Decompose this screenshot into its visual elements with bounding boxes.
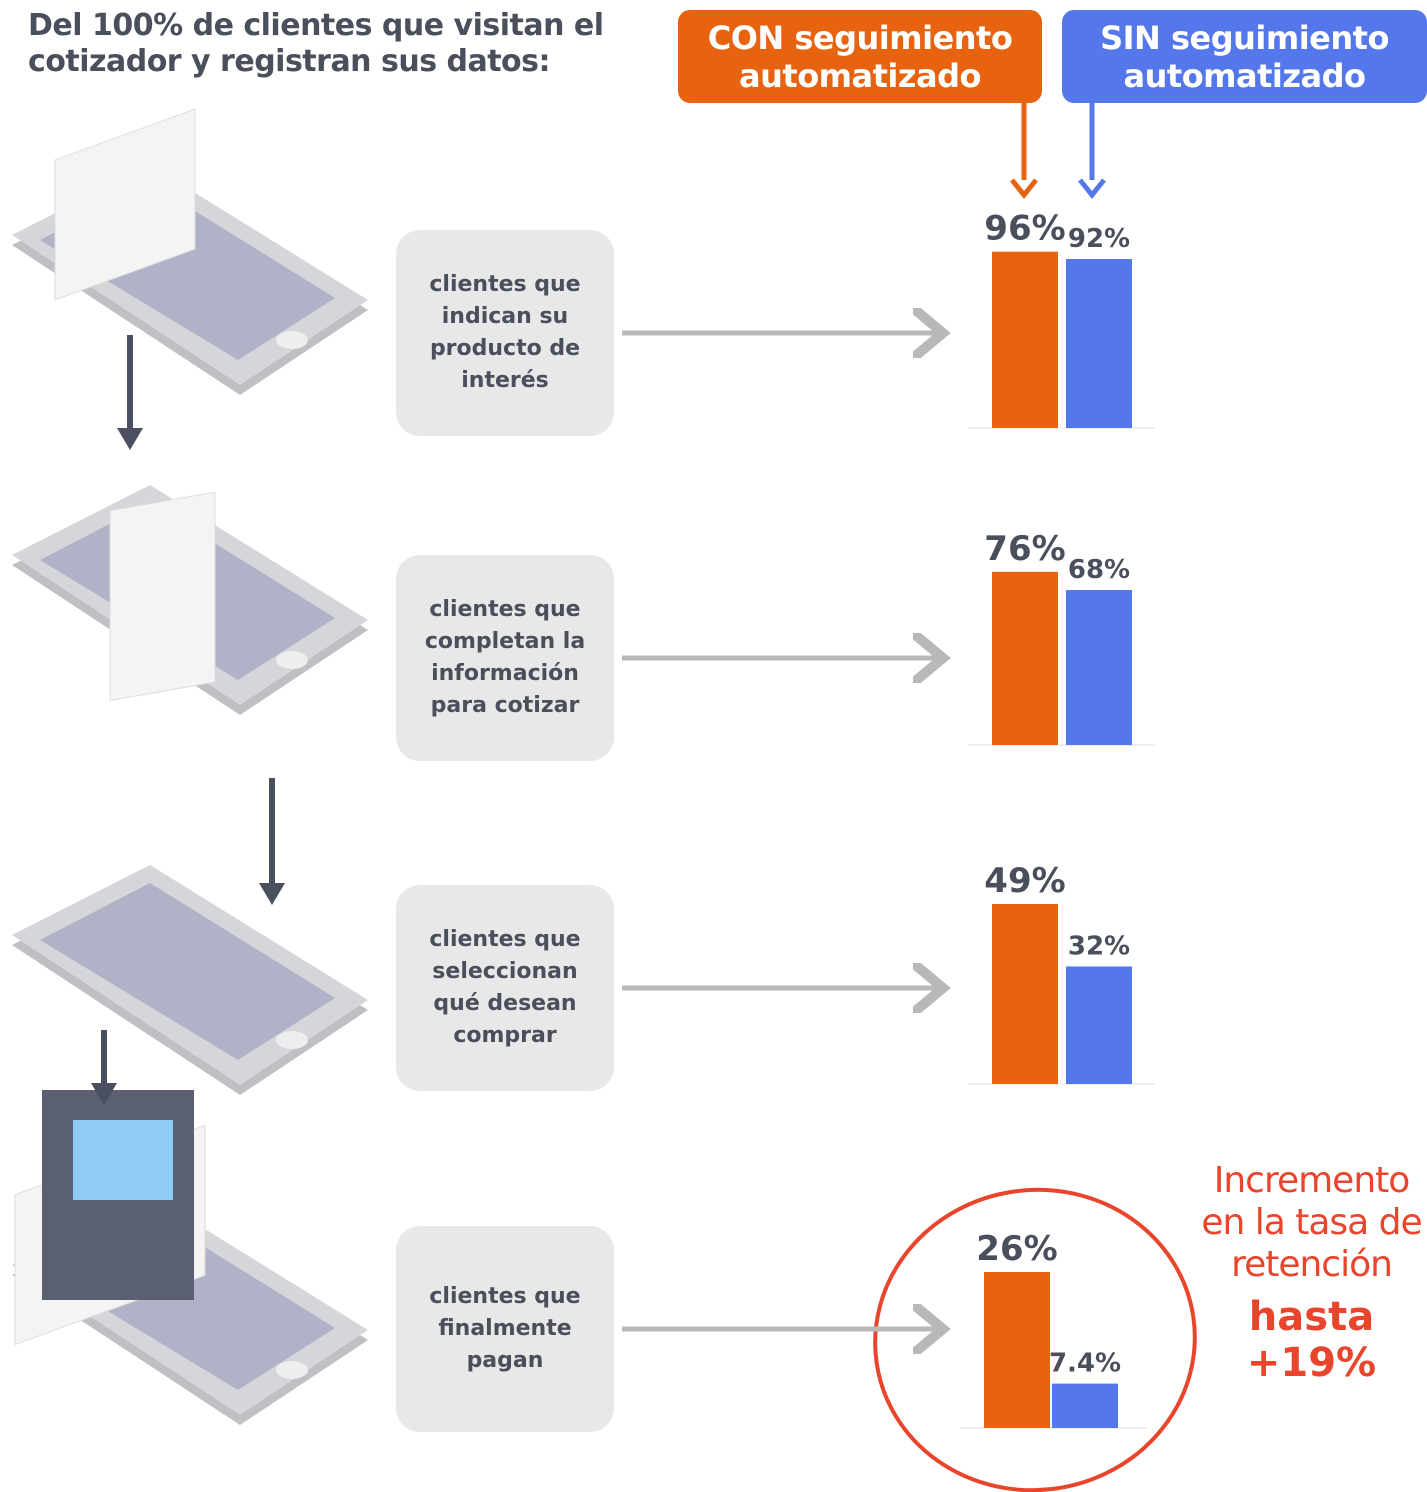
bar bbox=[992, 252, 1058, 428]
value-label: 32% bbox=[1068, 931, 1130, 961]
title: Del 100% de clientes que visitan el coti… bbox=[28, 8, 668, 80]
infographic: 96%92% 76%68% 49%32% 26% 7.4% Del 100% de cl… bbox=[0, 0, 1427, 1492]
legend-item: CON seguimiento automatizado bbox=[678, 10, 1042, 103]
screen-panel bbox=[73, 1120, 173, 1200]
value-label: 26% bbox=[976, 1229, 1057, 1269]
value-label: 49% bbox=[984, 861, 1065, 901]
annotation: Incremento en la tasa de retención bbox=[1196, 1160, 1427, 1286]
phone-illustration bbox=[12, 865, 368, 1095]
value-label: 96% bbox=[984, 209, 1065, 249]
step-label: clientes que completan la información pa… bbox=[396, 555, 614, 761]
legend-arrow bbox=[1012, 180, 1036, 195]
value-label: 92% bbox=[1068, 224, 1130, 254]
value-label: 68% bbox=[1068, 555, 1130, 585]
step-label: clientes que seleccionan qué desean comp… bbox=[396, 885, 614, 1091]
legend-arrow bbox=[1080, 180, 1104, 195]
bar bbox=[992, 904, 1058, 1084]
bar bbox=[992, 572, 1058, 745]
legend-arrows bbox=[1012, 103, 1104, 195]
bar bbox=[1066, 966, 1132, 1084]
legend-item: SIN seguimiento automatizado bbox=[1062, 10, 1427, 103]
step-label: clientes que finalmente pagan bbox=[396, 1226, 614, 1432]
annotation-highlight: hasta +19% bbox=[1196, 1294, 1427, 1386]
screen-panel bbox=[110, 492, 215, 701]
bar bbox=[1066, 259, 1132, 428]
step-label: clientes que indican su producto de inte… bbox=[396, 230, 614, 436]
value-label: 76% bbox=[984, 529, 1065, 569]
bar bbox=[984, 1272, 1050, 1428]
value-label: 7.4% bbox=[1049, 1349, 1121, 1379]
bar bbox=[1066, 590, 1132, 745]
bar bbox=[1052, 1384, 1118, 1428]
